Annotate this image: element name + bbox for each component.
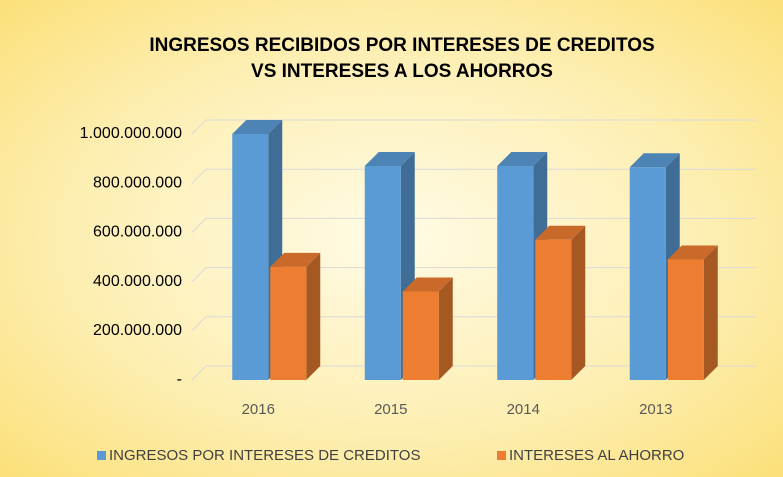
bar-top bbox=[402, 277, 453, 292]
y-tick-label: 800.000.000 bbox=[93, 174, 182, 191]
bar-side bbox=[306, 252, 321, 380]
x-tick-label: 2014 bbox=[507, 401, 540, 418]
bar-top bbox=[667, 245, 718, 260]
grid-line bbox=[191, 168, 756, 184]
bar bbox=[535, 239, 572, 380]
chart-title: VS INTERESES A LOS AHORROS bbox=[251, 61, 553, 82]
grid-line bbox=[191, 217, 756, 233]
bar-side bbox=[571, 225, 586, 380]
grid-line bbox=[191, 119, 756, 135]
legend-label: INGRESOS POR INTERESES DE CREDITOS bbox=[109, 447, 420, 464]
legend-swatch bbox=[497, 451, 506, 460]
bar bbox=[232, 134, 269, 380]
bar-side bbox=[703, 245, 718, 380]
y-tick-label: 1.000.000.000 bbox=[80, 125, 182, 142]
x-tick-label: 2013 bbox=[639, 401, 672, 418]
bar-top bbox=[497, 151, 548, 166]
bar-top bbox=[629, 153, 680, 168]
bar-top bbox=[364, 151, 415, 166]
bar-side bbox=[438, 277, 453, 380]
bar bbox=[629, 167, 666, 380]
bar bbox=[667, 259, 704, 380]
bar bbox=[497, 165, 534, 380]
y-tick-label: 200.000.000 bbox=[93, 322, 182, 339]
x-tick-label: 2015 bbox=[374, 401, 407, 418]
bar bbox=[402, 291, 439, 380]
x-tick-label: 2016 bbox=[242, 401, 275, 418]
y-tick-label: 400.000.000 bbox=[93, 273, 182, 290]
y-tick-label: 600.000.000 bbox=[93, 224, 182, 241]
bar bbox=[364, 165, 401, 380]
bar-top bbox=[535, 225, 586, 240]
legend-swatch bbox=[97, 451, 106, 460]
chart-title: INGRESOS RECIBIDOS POR INTERESES DE CRED… bbox=[149, 35, 654, 56]
legend-label: INTERESES AL AHORRO bbox=[509, 447, 684, 464]
bar-top bbox=[232, 120, 283, 134]
bar-top bbox=[270, 252, 321, 267]
y-tick-label: - bbox=[177, 371, 182, 388]
bar bbox=[270, 266, 307, 380]
